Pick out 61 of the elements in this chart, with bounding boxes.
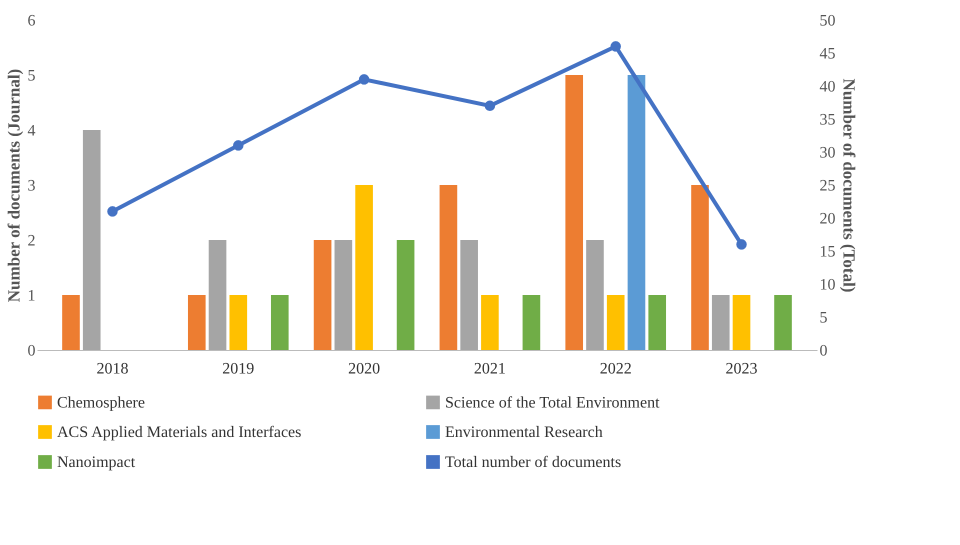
bar	[712, 295, 730, 350]
x-tick-label: 2019	[222, 360, 254, 378]
legend-label: Science of the Total Environment	[445, 394, 660, 412]
bar	[396, 240, 414, 350]
y-tick-label: 6	[28, 12, 36, 30]
point	[484, 100, 496, 112]
bar	[691, 185, 709, 350]
bar	[586, 240, 604, 350]
x-tick-label: 2022	[600, 360, 632, 378]
x-tick-label: 2018	[96, 360, 128, 378]
bar	[229, 295, 248, 350]
y2-tick-label: 5	[820, 310, 828, 326]
y-tick-label: 0	[28, 342, 36, 360]
bar	[82, 130, 101, 350]
bar	[774, 295, 792, 350]
point	[107, 206, 118, 217]
legend-label: Nanoimpact	[57, 454, 136, 471]
y-tick-label: 5	[28, 68, 36, 84]
point	[358, 74, 370, 85]
x-tick-label: 2020	[348, 360, 380, 378]
bar	[208, 240, 226, 350]
bar	[460, 240, 478, 350]
bar	[628, 75, 646, 350]
legend-label: Environmental Research	[445, 424, 603, 441]
x-tick-label: 2021	[474, 360, 506, 378]
bar	[270, 295, 289, 350]
legend-label: Chemosphere	[57, 394, 145, 412]
point	[736, 239, 747, 250]
x-tick-label: 2023	[726, 360, 758, 378]
y-tick-label: 1	[28, 288, 36, 304]
point	[233, 140, 244, 151]
point	[610, 41, 621, 52]
y2-tick-label: 10	[820, 276, 836, 294]
legend-label: Total number of documents	[445, 454, 622, 471]
bar	[481, 295, 499, 350]
y2-tick-label: 30	[820, 144, 836, 162]
y2-tick-label: 40	[820, 78, 836, 96]
y2-tick-label: 45	[820, 46, 836, 62]
bar	[314, 240, 332, 350]
bar	[62, 295, 80, 350]
legend-label: ACS Applied Materials and Interfaces	[57, 424, 302, 441]
bar	[440, 185, 458, 350]
bar	[732, 295, 750, 350]
bar	[565, 75, 584, 350]
bar	[355, 185, 373, 350]
bar	[648, 295, 666, 350]
y2-tick-label: 15	[820, 244, 836, 260]
y2-tick-label: 20	[820, 210, 836, 228]
bar	[606, 295, 625, 350]
y2-tick-label: 50	[820, 12, 836, 30]
y2-tick-label: 25	[820, 178, 836, 194]
y-tick-label: 2	[28, 232, 36, 250]
y-tick-label: 4	[28, 122, 36, 140]
y-tick-label: 3	[28, 178, 36, 194]
y-axis-title: Number of documents (Journal)	[4, 68, 24, 302]
y2-tick-label: 35	[820, 112, 836, 128]
bar	[522, 295, 540, 350]
y2-tick-label: 0	[820, 342, 828, 360]
y2-axis-title: Number of documents (Total)	[840, 78, 858, 292]
bar	[188, 295, 206, 350]
bar	[334, 240, 352, 350]
